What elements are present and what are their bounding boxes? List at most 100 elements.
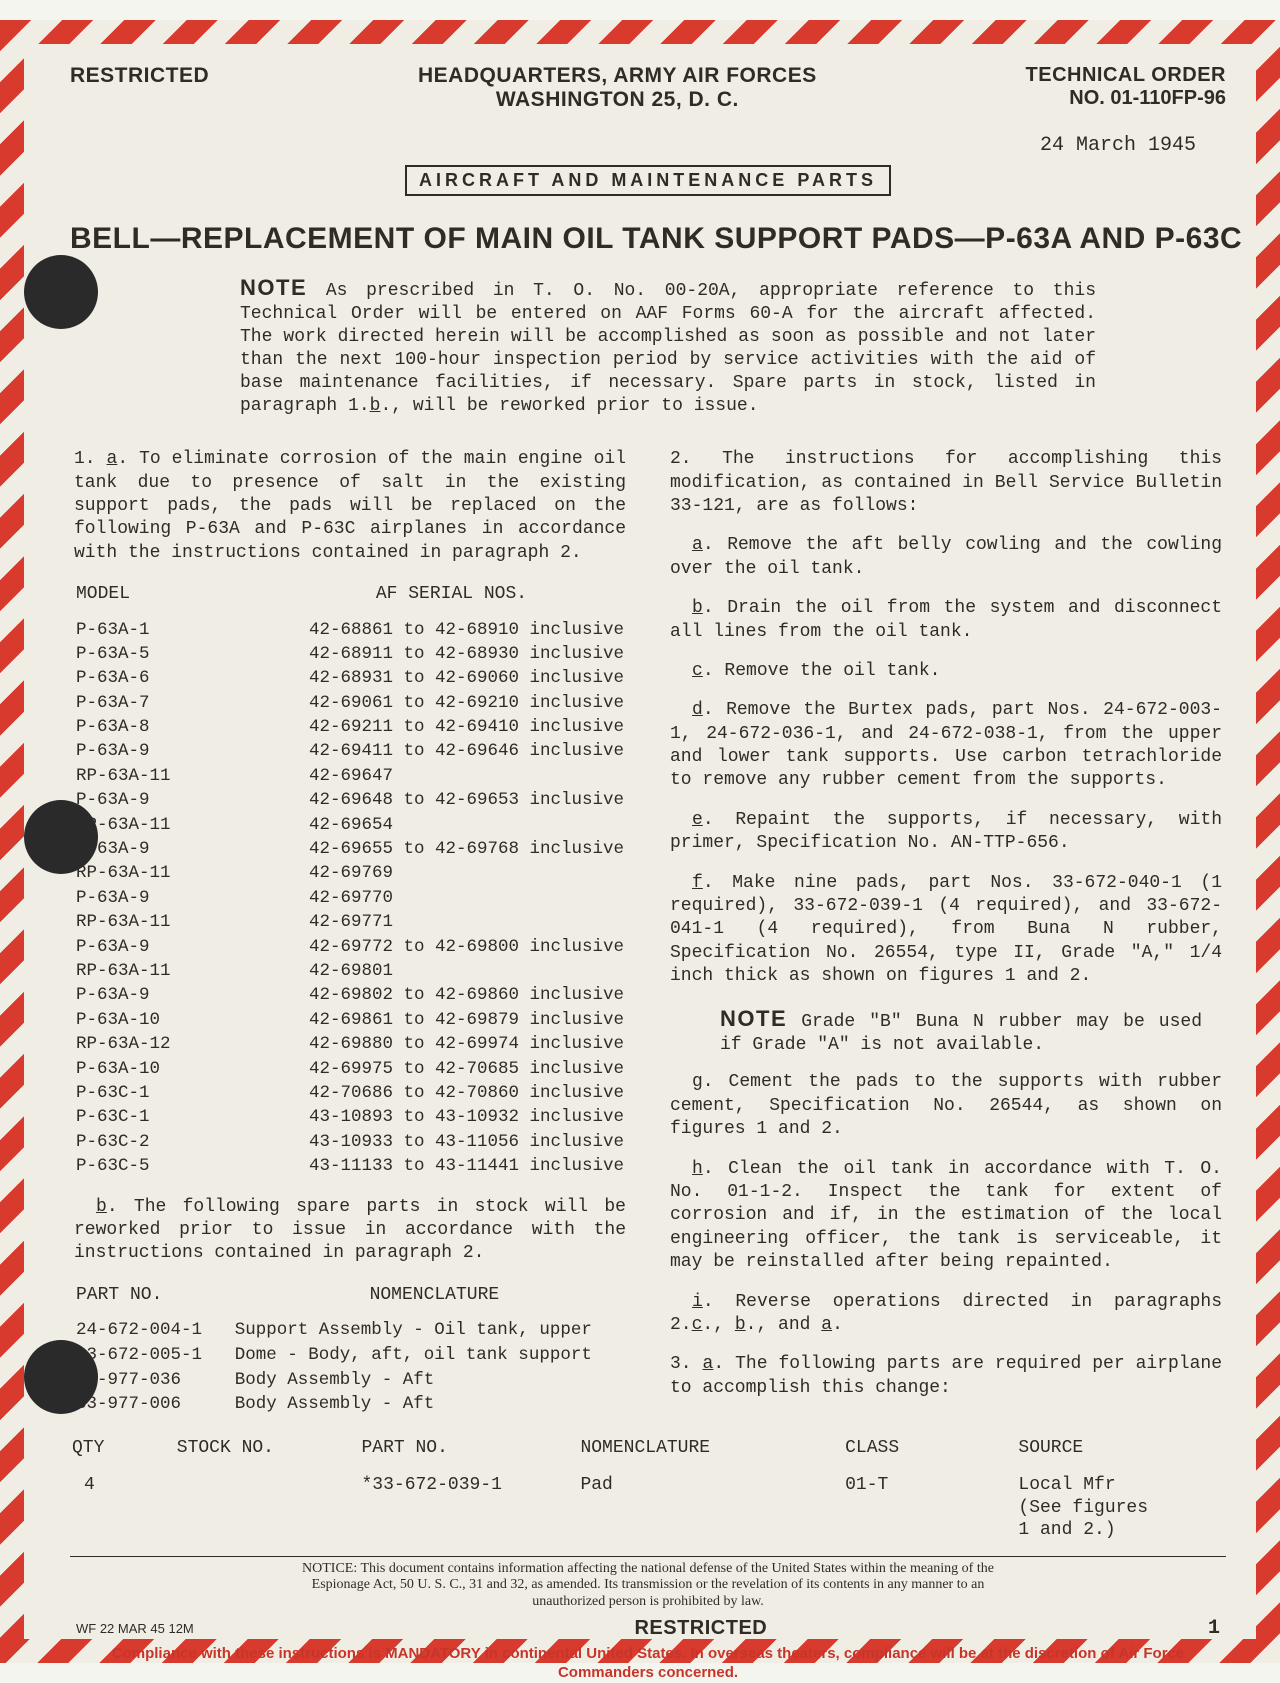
cell-serial: 43-10933 to 43-11056 inclusive [239,1131,624,1153]
table-row: P-63A-142-68861 to 42-68910 inclusive [76,619,624,641]
cell-part: *33-672-039-1 [361,1474,578,1542]
cell-model: P-63A-9 [76,789,237,811]
table-row: RP-63A-1142-69771 [76,911,624,933]
compliance-statement: Compliance with these instructions is MA… [70,1644,1226,1683]
cell-serial: 42-69411 to 42-69646 inclusive [239,740,624,762]
note2-text: Grade "B" Buna N rubber may be used if G… [720,1012,1202,1055]
para-2h: h. Clean the oil tank in accordance with… [670,1158,1222,1275]
to-label: TECHNICAL ORDER [1026,64,1226,87]
para-2i: i. Reverse operations directed in paragr… [670,1291,1222,1338]
cell-serial: 42-69880 to 42-69974 inclusive [239,1033,624,1055]
ref-c: c [692,1315,703,1335]
table-row: P-63C-142-70686 to 42-70860 inclusive [76,1082,624,1104]
cell-model: P-63A-5 [76,643,237,665]
print-code: WF 22 MAR 45 12M [76,1621,194,1636]
cell-serial: 42-69211 to 42-69410 inclusive [239,716,624,738]
punch-hole-icon [24,255,98,329]
cell-model: P-63A-9 [76,984,237,1006]
punch-hole-icon [24,1340,98,1414]
cell-serial: 43-11133 to 43-11441 inclusive [239,1155,624,1177]
cell-model: P-63A-8 [76,716,237,738]
note-label: NOTE [240,275,307,300]
cell-source: Local Mfr (See figures 1 and 2.) [1018,1474,1224,1542]
th-part: PART NO. [361,1438,578,1472]
table-row: P-63A-942-69655 to 42-69768 inclusive [76,838,624,860]
cell-serial: 42-69769 [239,862,624,884]
para-1b: b. The following spare parts in stock wi… [74,1196,626,1266]
hq-line-1: HEADQUARTERS, ARMY AIR FORCES [209,64,1025,88]
table-row: RP-63A-1142-69647 [76,765,624,787]
cell-model: P-63C-5 [76,1155,237,1177]
para-2e: e. Repaint the supports, if necessary, w… [670,809,1222,856]
table-row: P-63A-1042-69861 to 42-69879 inclusive [76,1009,624,1031]
th-nom: NOMENCLATURE [580,1438,843,1472]
cell-serial: 42-68911 to 42-68930 inclusive [239,643,624,665]
body-columns: 1. a. To eliminate corrosion of the main… [70,448,1226,1428]
cell-serial: 42-69975 to 42-70685 inclusive [239,1058,624,1080]
th-qty: QTY [72,1438,175,1472]
cell-model: P-63A-10 [76,1009,237,1031]
para-2b: b. Drain the oil from the system and dis… [670,597,1222,644]
classification-bottom: RESTRICTED [634,1617,767,1640]
table-row: P-63C-143-10893 to 43-10932 inclusive [76,1106,624,1128]
cell-model: P-63A-9 [76,887,237,909]
cell-nom: Body Assembly - Aft [215,1393,624,1416]
primary-note: NOTE As prescribed in T. O. No. 00-20A, … [70,274,1226,418]
table-row: P-63A-942-69770 [76,887,624,909]
to-number: NO. 01-110FP-96 [1026,87,1226,110]
page-number: 1 [1208,1617,1220,1640]
model-serial-table: MODEL AF SERIAL NOS. P-63A-142-68861 to … [74,581,626,1179]
para-2c: c. Remove the oil tank. [670,660,1222,683]
th-nomenclature: NOMENCLATURE [215,1284,624,1317]
cell-serial: 42-69654 [239,814,624,836]
note-text-after: ., will be reworked prior to issue. [380,396,758,416]
table-row: P-63A-642-68931 to 42-69060 inclusive [76,667,624,689]
table-row: RP-63A-1242-69880 to 42-69974 inclusive [76,1033,624,1055]
para-2g: g. Cement the pads to the supports with … [670,1071,1222,1141]
table-row: P-63A-742-69061 to 42-69210 inclusive [76,692,624,714]
cell-model: RP-63A-11 [76,814,237,836]
category-label: AIRCRAFT AND MAINTENANCE PARTS [405,165,891,196]
footer-row: WF 22 MAR 45 12M RESTRICTED 1 [70,1617,1226,1640]
para-2i-pre: Reverse operations directed in paragraph… [670,1292,1222,1335]
cell-model: P-63A-6 [76,667,237,689]
classification-top: RESTRICTED [70,64,209,88]
cell-partno: 33-977-006 [76,1393,213,1416]
cell-serial: 42-69655 to 42-69768 inclusive [239,838,624,860]
cell-class: 01-T [845,1474,1016,1542]
cell-serial: 42-69861 to 42-69879 inclusive [239,1009,624,1031]
cell-model: P-63C-1 [76,1106,237,1128]
table-row: P-63A-942-69648 to 42-69653 inclusive [76,789,624,811]
issue-date: 24 March 1945 [70,134,1226,157]
th-partno: PART NO. [76,1284,213,1317]
table-row: 33-977-036Body Assembly - Aft [76,1369,624,1392]
para-2d-text: Remove the Burtex pads, part Nos. 24-672… [670,700,1222,790]
table-row: RP-63A-1142-69654 [76,814,624,836]
cell-partno: 24-672-004-1 [76,1319,213,1342]
table-row: RP-63A-1142-69801 [76,960,624,982]
cell-model: RP-63A-12 [76,1033,237,1055]
table-row: P-63A-942-69772 to 42-69800 inclusive [76,936,624,958]
cell-nom: Pad [580,1474,843,1542]
th-model: MODEL [76,583,237,616]
table-row: 4 *33-672-039-1 Pad 01-T Local Mfr (See … [72,1474,1224,1542]
required-parts-table: QTY STOCK NO. PART NO. NOMENCLATURE CLAS… [70,1436,1226,1544]
table-row: P-63A-542-68911 to 42-68930 inclusive [76,643,624,665]
cell-serial: 42-69801 [239,960,624,982]
para-2h-text: Clean the oil tank in accordance with T.… [670,1159,1222,1273]
ref-b: b [735,1315,746,1335]
cell-serial: 42-69061 to 42-69210 inclusive [239,692,624,714]
cell-serial: 42-68931 to 42-69060 inclusive [239,667,624,689]
note-ref-b: b [370,396,381,416]
table-row: P-63A-842-69211 to 42-69410 inclusive [76,716,624,738]
para-3a: 3. a. The following parts are required p… [670,1353,1222,1400]
technical-order-block: TECHNICAL ORDER NO. 01-110FP-96 [1026,64,1226,110]
right-column: 2. The instructions for accomplishing th… [670,448,1222,1428]
cell-model: P-63C-2 [76,1131,237,1153]
para-2a-text: Remove the aft belly cowling and the cow… [670,535,1222,578]
para-2f-text: Make nine pads, part Nos. 33-672-040-1 (… [670,873,1222,987]
th-source: SOURCE [1018,1438,1224,1472]
cell-model: P-63C-1 [76,1082,237,1104]
cell-model: P-63A-1 [76,619,237,641]
para-1b-text: The following spare parts in stock will … [74,1197,626,1264]
